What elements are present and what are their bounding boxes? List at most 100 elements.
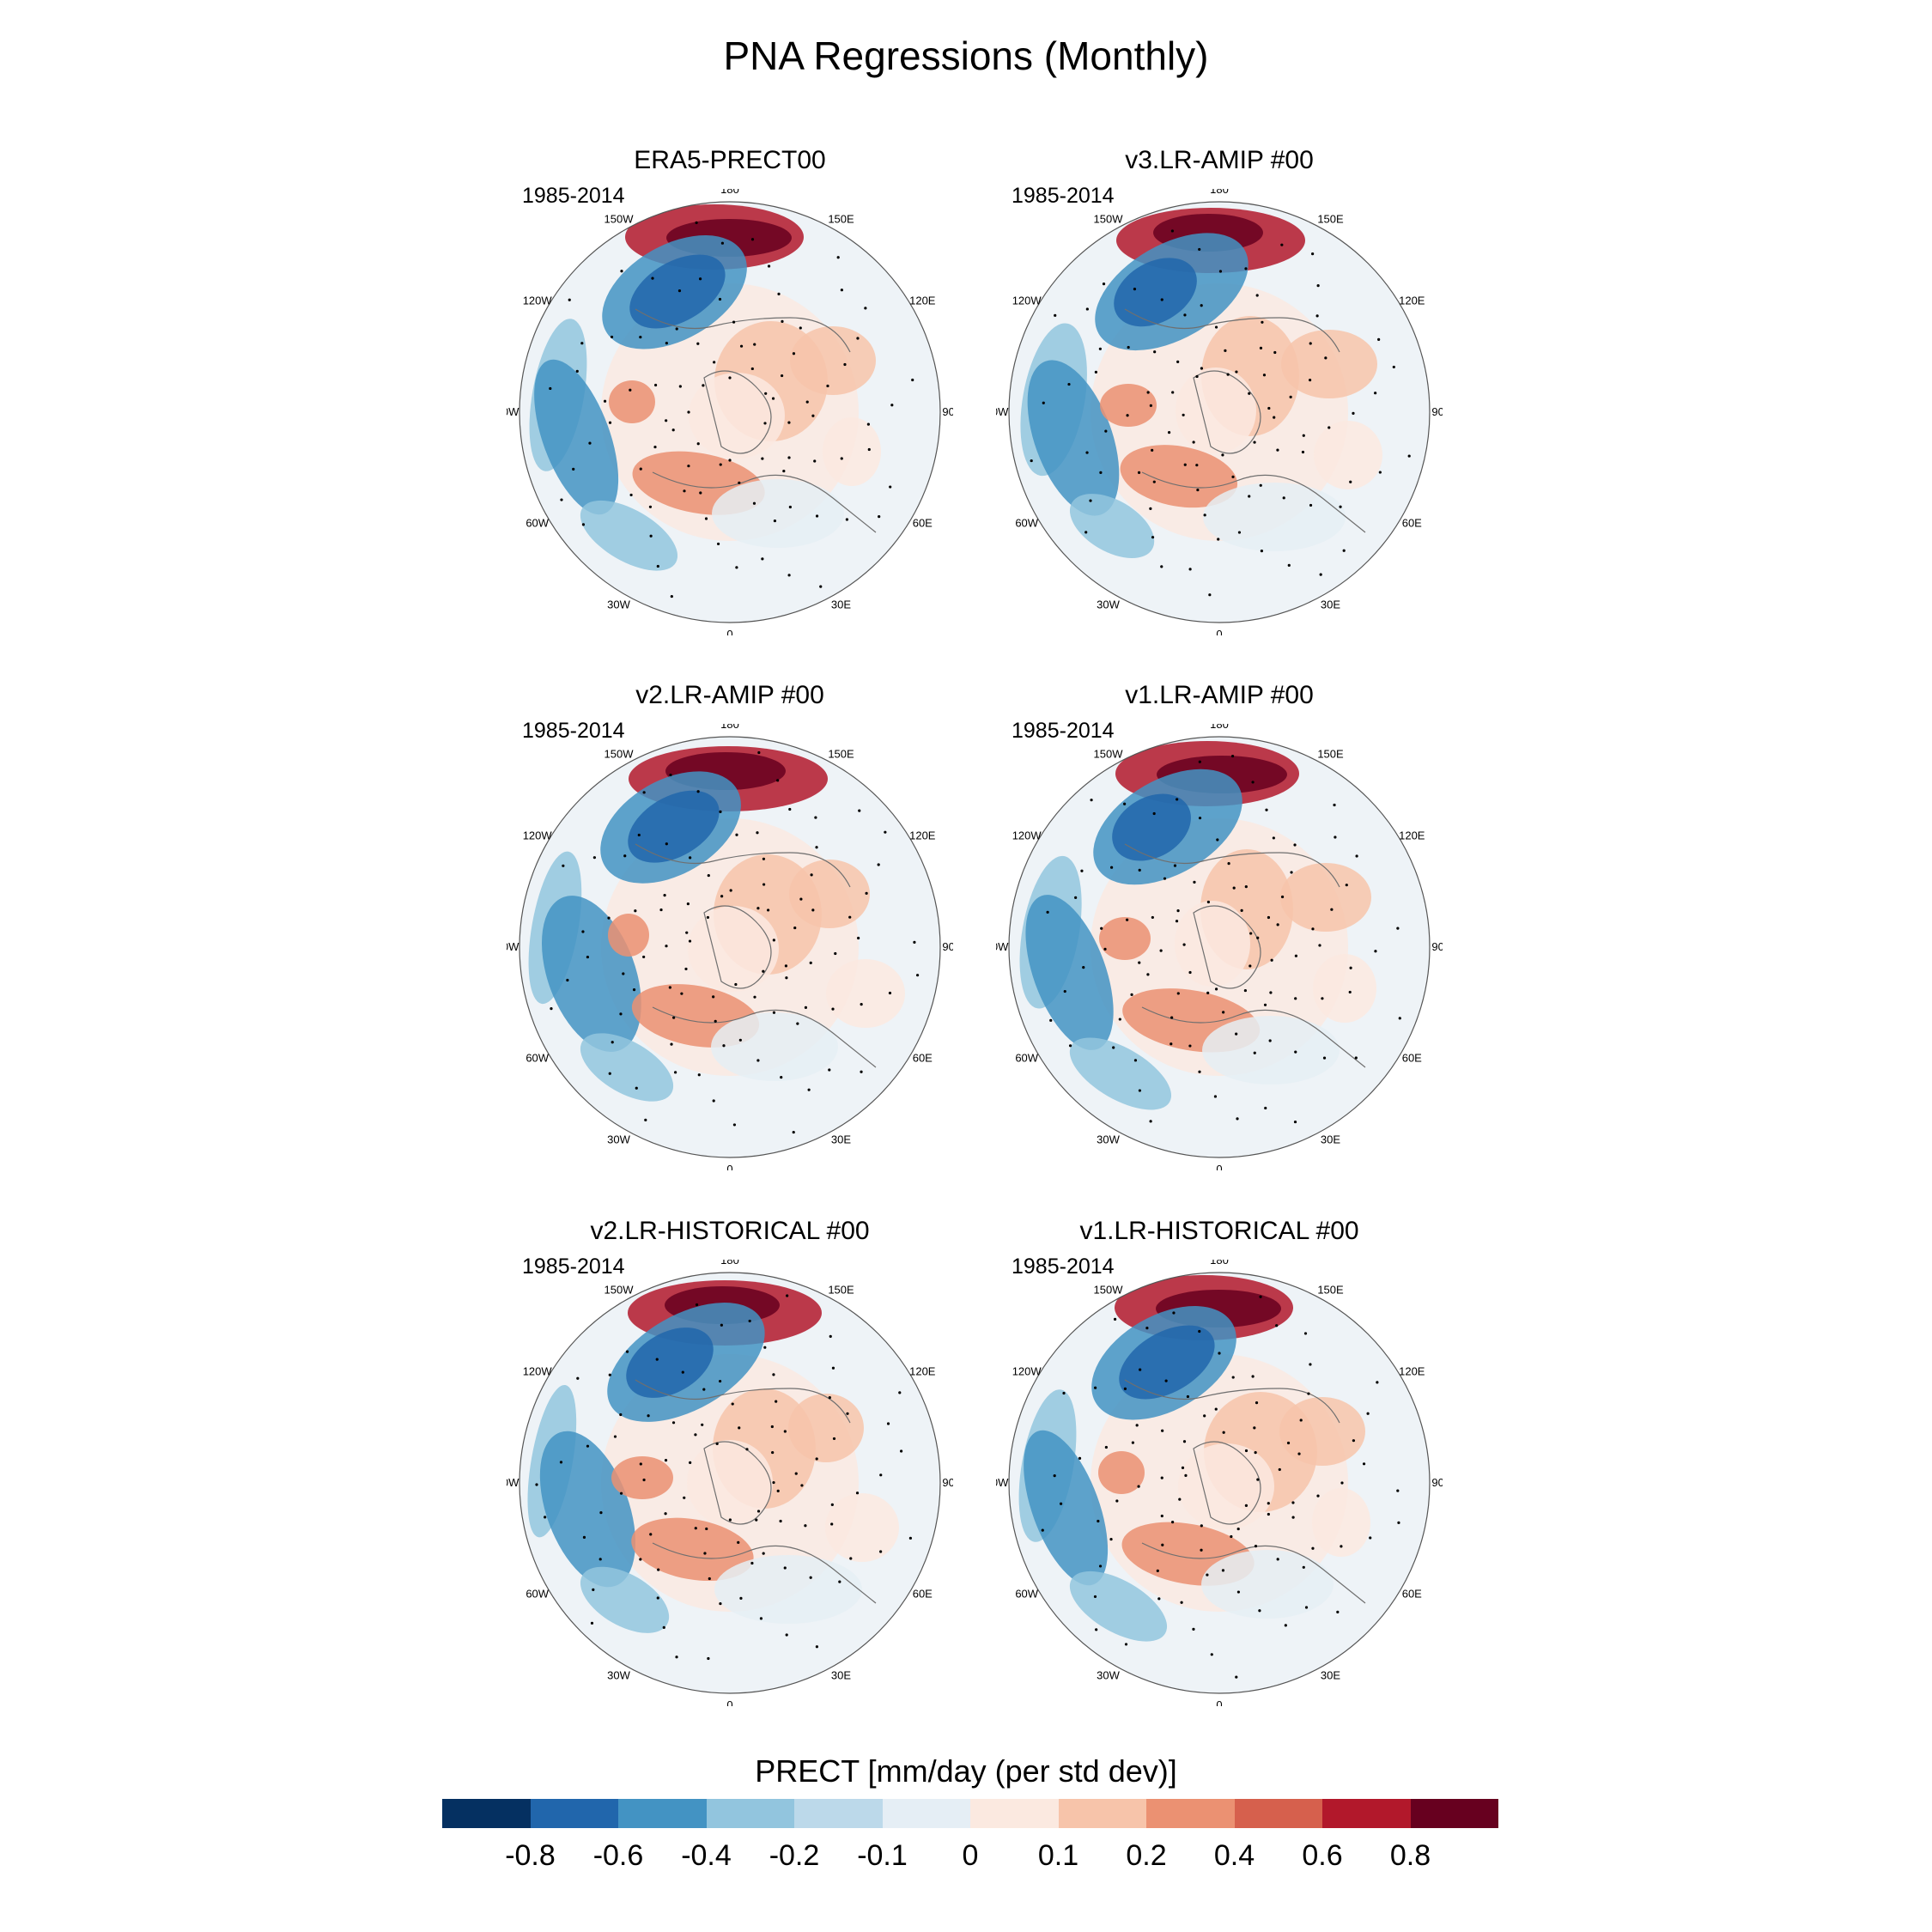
significance-dot — [762, 1552, 765, 1555]
significance-dot — [915, 974, 920, 977]
coastline — [635, 308, 851, 353]
significance-dot — [860, 1070, 863, 1073]
significance-dot — [1094, 370, 1097, 374]
longitude-label: 30W — [1097, 1133, 1120, 1145]
significance-dot — [764, 392, 768, 395]
anomaly-region — [1176, 368, 1256, 453]
colorbar-tick-label: 0.8 — [1389, 1839, 1431, 1872]
significance-dot — [1145, 1327, 1149, 1330]
significance-dot — [1161, 1429, 1164, 1432]
significance-dot — [611, 1041, 614, 1044]
significance-dot — [878, 514, 881, 519]
longitude-label: 120W — [1012, 1365, 1042, 1378]
significance-dot — [756, 1510, 761, 1513]
significance-dot — [794, 1472, 798, 1475]
significance-dot — [739, 1596, 743, 1600]
significance-dot — [1198, 247, 1201, 252]
significance-dot — [683, 1496, 686, 1499]
significance-dot — [748, 1319, 751, 1323]
significance-dot — [815, 514, 819, 518]
significance-dot — [1339, 505, 1342, 508]
significance-dot — [1267, 1512, 1270, 1516]
significance-dot — [739, 344, 744, 348]
significance-dot — [732, 320, 736, 324]
significance-dot — [1330, 908, 1334, 911]
significance-dot — [1267, 406, 1271, 410]
significance-dot — [1218, 270, 1223, 273]
significance-dot — [831, 1007, 835, 1011]
map-boundary — [1008, 201, 1431, 623]
significance-dot — [1175, 920, 1179, 923]
significance-dot — [1184, 1473, 1188, 1477]
longitude-label: 180 — [1210, 1260, 1229, 1267]
significance-dot — [1355, 854, 1358, 858]
significance-dot — [1280, 243, 1284, 246]
anomaly-region — [1175, 901, 1250, 987]
significance-dot — [1112, 1046, 1115, 1049]
longitude-label: 180 — [1210, 724, 1229, 731]
colorbar-swatch — [970, 1799, 1059, 1828]
panel-title: ERA5-PRECT00 — [634, 146, 826, 174]
polar-map: 180 150E 120E 90E 60E 30E 0 30W 60W 90W 120W 150W — [996, 724, 1443, 1170]
coastline — [652, 1006, 877, 1068]
significance-dot — [1374, 950, 1377, 953]
significance-dot — [734, 982, 738, 987]
significance-dot — [1286, 1441, 1291, 1445]
significance-dot — [1084, 531, 1088, 534]
significance-dot — [1333, 803, 1336, 807]
significance-dot — [771, 397, 775, 400]
significance-dot — [1235, 1675, 1238, 1679]
significance-dot — [829, 1334, 832, 1339]
significance-dot — [793, 926, 797, 930]
significance-dot — [1063, 989, 1066, 993]
significance-dot — [804, 1524, 807, 1528]
colorbar-swatch — [1058, 1799, 1146, 1828]
significance-dot — [1133, 288, 1137, 291]
significance-dot — [1130, 993, 1133, 996]
anomaly-region — [580, 500, 678, 571]
significance-dot — [1369, 1536, 1372, 1540]
significance-dot — [603, 399, 607, 403]
significance-dot — [1321, 997, 1324, 1000]
significance-dot — [581, 523, 586, 526]
significance-dot — [1259, 346, 1263, 349]
significance-dot — [836, 256, 840, 259]
significance-dot — [1098, 1564, 1103, 1568]
significance-dot — [1293, 1120, 1297, 1124]
significance-dot — [846, 1412, 849, 1415]
significance-dot — [1236, 1590, 1241, 1594]
significance-dot — [908, 1536, 912, 1540]
significance-dot — [757, 750, 761, 755]
anomaly-region — [1100, 384, 1157, 427]
significance-dot — [625, 1350, 629, 1353]
longitude-label: 150W — [1094, 1284, 1124, 1297]
significance-dot — [642, 1478, 646, 1482]
longitude-label: 60W — [526, 517, 549, 530]
significance-dot — [1182, 413, 1185, 416]
anomaly-region — [1281, 330, 1377, 398]
significance-dot — [762, 969, 765, 973]
colorbar-tick-label: -0.6 — [592, 1839, 644, 1872]
significance-dot — [1074, 896, 1078, 899]
longitude-label: 180 — [720, 189, 739, 196]
significance-dot — [644, 1118, 647, 1121]
significance-dot — [1258, 1609, 1261, 1613]
significance-dot — [642, 791, 646, 794]
significance-dot — [1263, 1003, 1267, 1006]
significance-dot — [664, 1512, 667, 1516]
longitude-label: 30E — [831, 598, 851, 611]
significance-dot — [1230, 754, 1235, 758]
significance-dot — [1336, 1610, 1340, 1614]
significance-dot — [1230, 1534, 1233, 1539]
anomaly-region — [789, 860, 870, 928]
significance-dot — [671, 1421, 676, 1425]
longitude-label: 30E — [1321, 598, 1340, 611]
significance-dot — [550, 1007, 553, 1011]
significance-dot — [1161, 1543, 1164, 1546]
significance-dot — [763, 1346, 767, 1349]
significance-dot — [809, 961, 812, 964]
significance-dot — [1149, 404, 1152, 407]
anomaly-region — [825, 1493, 899, 1562]
significance-dot — [580, 342, 584, 345]
significance-dot — [1270, 958, 1273, 962]
